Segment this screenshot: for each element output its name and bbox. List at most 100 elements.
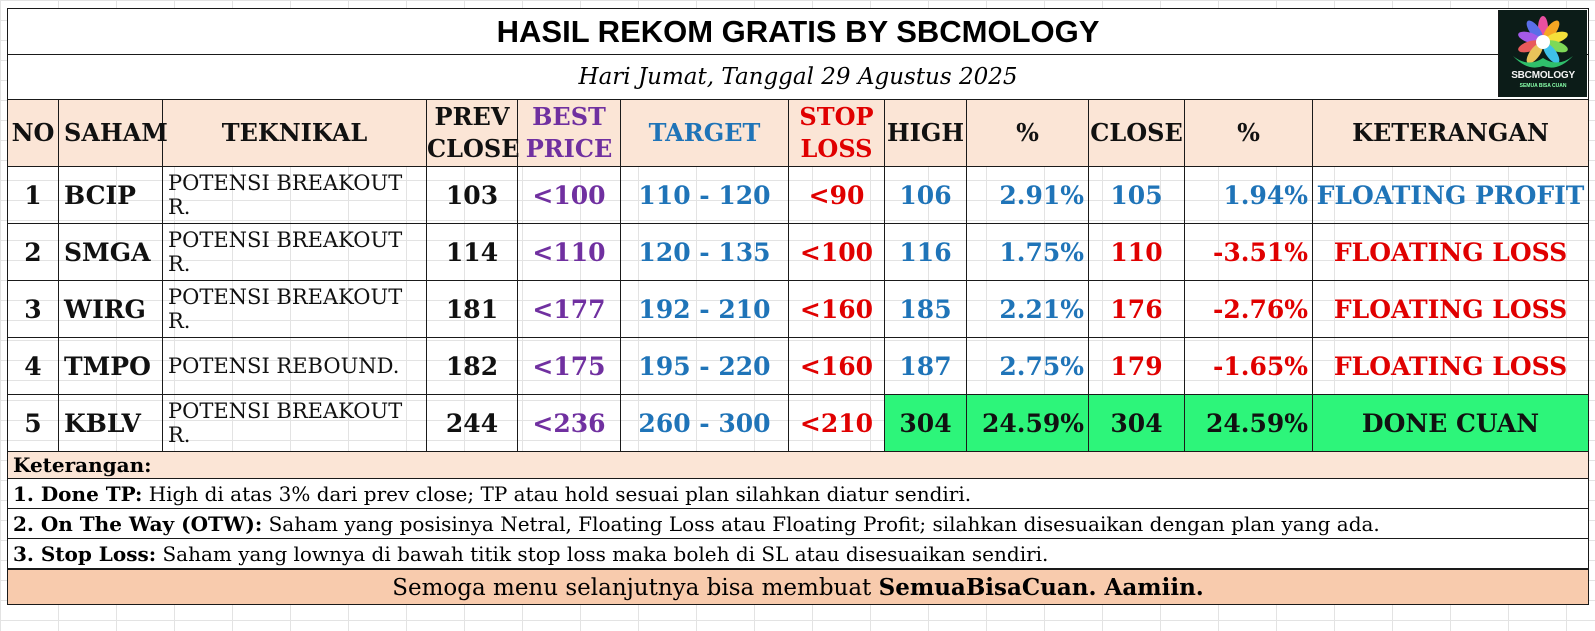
row-close: 176 xyxy=(1088,280,1185,338)
row-stop-loss: <160 xyxy=(788,337,885,395)
logo-tagline: SEMUA BISA CUAN xyxy=(1519,83,1567,89)
note-item: 3. Stop Loss: Saham yang lownya di bawah… xyxy=(6,538,1590,570)
row-saham: KBLV xyxy=(58,394,163,452)
row-saham: SMGA xyxy=(58,223,163,281)
col-prev-close: PREV CLOSE xyxy=(426,99,520,167)
table-row: 2 SMGA POTENSI BREAKOUT R. 114 <110 120 … xyxy=(7,223,1590,281)
row-stop-loss: <90 xyxy=(788,166,885,224)
footer-prefix: Semoga menu selanjutnya bisa membuat xyxy=(392,574,879,601)
row-close: 179 xyxy=(1088,337,1185,395)
table-row: 5 KBLV POTENSI BREAKOUT R. 244 <236 260 … xyxy=(7,394,1590,452)
col-prev-close-line2: CLOSE xyxy=(427,134,520,163)
row-no: 1 xyxy=(7,166,59,224)
note-row: 3. Stop Loss: Saham yang lownya di bawah… xyxy=(6,538,1590,570)
row-pct-close: 1.94% xyxy=(1184,166,1313,224)
note-text: Saham yang lownya di bawah titik stop lo… xyxy=(156,541,1049,566)
row-pct-high: 24.59% xyxy=(966,394,1089,452)
row-close: 105 xyxy=(1088,166,1185,224)
row-best-price: <177 xyxy=(517,280,621,338)
row-high: 106 xyxy=(884,166,967,224)
page-title: HASIL REKOM GRATIS BY SBCMOLOGY xyxy=(496,13,1100,49)
row-close: 304 xyxy=(1088,394,1185,452)
row-best-price: <100 xyxy=(517,166,621,224)
col-teknikal: TEKNIKAL xyxy=(162,99,427,167)
row-teknikal: POTENSI BREAKOUT R. xyxy=(162,223,427,281)
row-no: 5 xyxy=(7,394,59,452)
row-prev-close: 181 xyxy=(426,280,518,338)
row-target: 192 - 210 xyxy=(620,280,789,338)
col-prev-close-line1: PREV xyxy=(434,102,510,131)
note-item: 2. On The Way (OTW): Saham yang posisiny… xyxy=(6,508,1590,539)
note-text: High di atas 3% dari prev close; TP atau… xyxy=(142,481,972,506)
row-stop-loss: <210 xyxy=(788,394,885,452)
title-cell: HASIL REKOM GRATIS BY SBCMOLOGY xyxy=(6,8,1590,97)
row-no: 3 xyxy=(7,280,59,338)
table-row: 1 BCIP POTENSI BREAKOUT R. 103 <100 110 … xyxy=(7,166,1590,224)
row-saham: BCIP xyxy=(58,166,163,224)
col-stop-loss-line2: LOSS xyxy=(800,134,873,163)
row-teknikal: POTENSI BREAKOUT R. xyxy=(162,166,427,224)
col-best-price-line1: BEST xyxy=(532,102,606,131)
col-close: CLOSE xyxy=(1088,99,1185,167)
col-pct-high: % xyxy=(966,99,1089,167)
lotus-icon xyxy=(1513,16,1574,68)
row-prev-close: 244 xyxy=(426,394,518,452)
report-table: HASIL REKOM GRATIS BY SBCMOLOGY xyxy=(6,8,1590,605)
col-pct-close: % xyxy=(1184,99,1313,167)
row-saham: WIRG xyxy=(58,280,163,338)
row-pct-high: 2.91% xyxy=(966,166,1089,224)
row-teknikal: POTENSI BREAKOUT R. xyxy=(162,394,427,452)
footer-bold: SemuaBisaCuan. Aamiin. xyxy=(878,573,1204,601)
row-keterangan: FLOATING LOSS xyxy=(1311,337,1590,395)
note-text: Saham yang posisinya Netral, Floating Lo… xyxy=(262,511,1380,536)
report-date: Hari Jumat, Tanggal 29 Agustus 2025 xyxy=(6,54,1590,100)
row-teknikal: POTENSI REBOUND. xyxy=(162,337,427,395)
table-row: 4 TMPO POTENSI REBOUND. 182 <175 195 - 2… xyxy=(7,337,1590,395)
row-best-price: <236 xyxy=(517,394,621,452)
col-best-price: BEST PRICE xyxy=(517,99,621,167)
row-prev-close: 103 xyxy=(426,166,518,224)
row-high: 187 xyxy=(884,337,967,395)
row-keterangan: DONE CUAN xyxy=(1311,394,1590,452)
title-row: HASIL REKOM GRATIS BY SBCMOLOGY xyxy=(6,8,1590,97)
row-target: 120 - 135 xyxy=(620,223,789,281)
row-target: 260 - 300 xyxy=(620,394,789,452)
row-saham: TMPO xyxy=(58,337,163,395)
row-stop-loss: <160 xyxy=(788,280,885,338)
row-close: 110 xyxy=(1088,223,1185,281)
col-no: NO xyxy=(7,99,59,167)
col-best-price-line2: PRICE xyxy=(525,134,613,163)
col-keterangan: KETERANGAN xyxy=(1311,99,1590,167)
note-label: 2. On The Way (OTW): xyxy=(13,511,263,536)
row-no: 4 xyxy=(7,337,59,395)
row-keterangan: FLOATING LOSS xyxy=(1311,280,1590,338)
row-high: 304 xyxy=(884,394,967,452)
row-keterangan: FLOATING PROFIT xyxy=(1311,166,1590,224)
row-target: 195 - 220 xyxy=(620,337,789,395)
row-best-price: <110 xyxy=(517,223,621,281)
row-pct-high: 2.21% xyxy=(966,280,1089,338)
row-prev-close: 114 xyxy=(426,223,518,281)
notes-heading-row: Keterangan: xyxy=(6,451,1590,479)
col-target: TARGET xyxy=(620,99,789,167)
row-pct-high: 2.75% xyxy=(966,337,1089,395)
note-row: 2. On The Way (OTW): Saham yang posisiny… xyxy=(6,508,1590,539)
note-label: 1. Done TP: xyxy=(13,481,143,506)
note-row: 1. Done TP: High di atas 3% dari prev cl… xyxy=(6,478,1590,509)
row-stop-loss: <100 xyxy=(788,223,885,281)
row-keterangan: FLOATING LOSS xyxy=(1311,223,1590,281)
row-pct-close: -3.51% xyxy=(1184,223,1313,281)
note-label: 3. Stop Loss: xyxy=(13,541,157,566)
row-best-price: <175 xyxy=(517,337,621,395)
footer-row: Semoga menu selanjutnya bisa membuat Sem… xyxy=(6,568,1590,605)
col-stop-loss: STOP LOSS xyxy=(788,99,885,167)
header-row: NO SAHAM TEKNIKAL PREV CLOSE BEST PRICE TA… xyxy=(7,99,1590,167)
row-pct-close: -1.65% xyxy=(1184,337,1313,395)
sbcmology-logo: SBCMOLOGY SEMUA BISA CUAN xyxy=(1498,10,1588,97)
row-high: 116 xyxy=(884,223,967,281)
row-no: 2 xyxy=(7,223,59,281)
row-pct-close: -2.76% xyxy=(1184,280,1313,338)
logo-text: SBCMOLOGY xyxy=(1511,70,1575,81)
row-high: 185 xyxy=(884,280,967,338)
